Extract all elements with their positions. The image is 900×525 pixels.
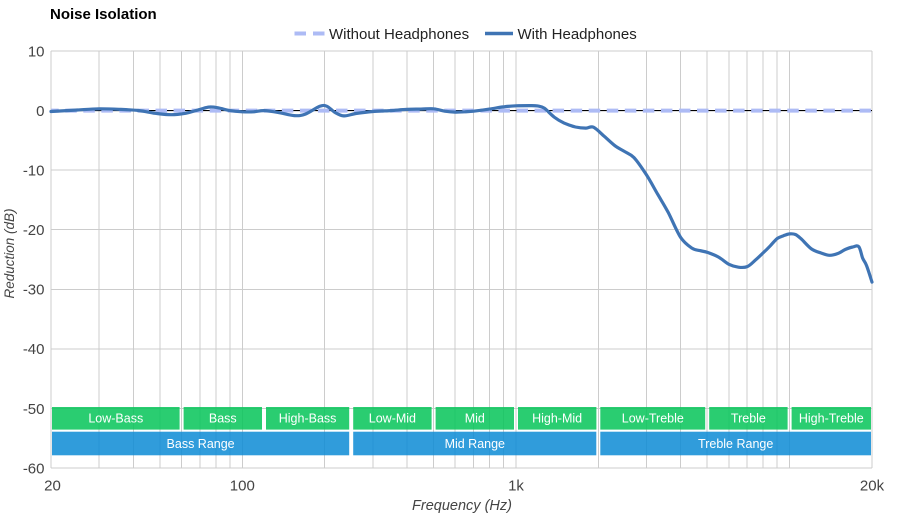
svg-text:High-Treble: High-Treble (799, 412, 864, 426)
svg-text:Low-Treble: Low-Treble (622, 412, 684, 426)
svg-text:Treble Range: Treble Range (698, 437, 773, 451)
svg-text:Bass: Bass (209, 412, 237, 426)
svg-text:-20: -20 (23, 222, 45, 239)
svg-text:With Headphones: With Headphones (518, 26, 637, 43)
svg-text:-50: -50 (23, 401, 45, 418)
svg-text:0: 0 (36, 103, 44, 120)
svg-text:Mid Range: Mid Range (445, 437, 505, 451)
svg-text:Low-Bass: Low-Bass (88, 412, 143, 426)
svg-text:Treble: Treble (731, 412, 766, 426)
svg-text:Low-Mid: Low-Mid (369, 412, 416, 426)
svg-text:Without Headphones: Without Headphones (329, 26, 469, 43)
svg-text:High-Mid: High-Mid (532, 412, 582, 426)
svg-text:Frequency (Hz): Frequency (Hz) (412, 498, 512, 514)
svg-text:1k: 1k (508, 478, 524, 495)
svg-text:-40: -40 (23, 341, 45, 358)
svg-text:Mid: Mid (465, 412, 485, 426)
svg-text:Noise Isolation: Noise Isolation (50, 6, 157, 23)
svg-text:-60: -60 (23, 460, 45, 477)
svg-text:Reduction (dB): Reduction (dB) (2, 208, 17, 298)
svg-text:Bass Range: Bass Range (167, 437, 235, 451)
svg-text:100: 100 (230, 478, 255, 495)
svg-text:20: 20 (44, 478, 61, 495)
svg-text:-30: -30 (23, 282, 45, 299)
svg-text:High-Bass: High-Bass (279, 412, 337, 426)
svg-text:20k: 20k (860, 478, 885, 495)
svg-text:-10: -10 (23, 163, 45, 180)
svg-text:10: 10 (28, 43, 45, 60)
